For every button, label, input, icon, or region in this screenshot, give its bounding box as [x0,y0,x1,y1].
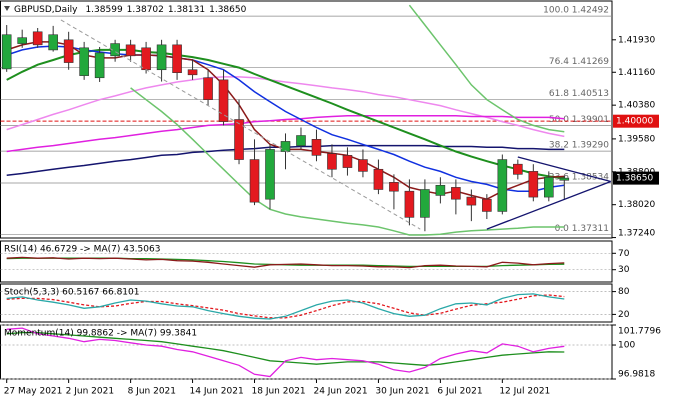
y-tick-label: 1.40380 [618,101,655,111]
candle-body [156,44,167,71]
candle-body [451,187,461,200]
panel-frame [0,283,613,323]
candle-body [435,184,446,196]
moving-average-line [408,4,565,133]
moving-average-line [130,87,565,236]
candle-body [497,159,508,212]
candle-body [94,52,105,79]
chart-title: GBPUSD,Daily [14,5,78,15]
level-label-box [613,114,659,128]
candle-body [79,47,89,76]
fib-level-label: 23.6 1.38534 [549,173,609,183]
current-price-box [613,171,659,185]
candle-body [63,39,74,63]
candle-body [110,43,120,57]
y-tick-label: 30 [618,265,630,275]
fib-level-label: 76.4 1.41269 [549,57,609,67]
y-tick-label: 1.41160 [618,68,655,78]
indicator-line [6,293,565,320]
trendline [60,19,421,230]
candle-body [466,196,477,206]
panel-frame [0,240,613,283]
ohlc-value: 1.38131 [168,5,205,15]
indicator-line [6,294,565,319]
candle-body [389,182,399,192]
indicator-line [6,256,565,269]
candle-body [141,47,151,71]
indicator-line [6,331,565,366]
y-tick-label: 1.41930 [618,35,655,45]
ohlc-value: 1.38650 [209,5,246,15]
candle-body [559,177,570,181]
indicator-title: RSI(14) 46.6729 -> MA(7) 43.5063 [4,245,160,255]
moving-average-line [6,76,565,138]
candle-body [420,189,430,218]
trendline [486,180,611,230]
x-tick-label: 30 Jun 2021 [375,387,429,397]
candle-body [358,159,368,172]
panel-frame [0,0,613,239]
ohlc-value: 1.38599 [85,5,122,15]
candle-body [327,153,337,170]
candle-body [1,34,12,70]
fib-level-label: 61.8 1.40513 [549,89,609,99]
x-tick-label: 2 Jun 2021 [66,387,114,397]
fib-level-label: 38.2 1.39290 [549,141,609,151]
candle-body [482,198,492,212]
candle-body [265,149,275,200]
x-tick-label: 24 Jun 2021 [313,387,367,397]
fib-level-label: 0.0 1.37311 [555,224,609,234]
y-tick-label: 1.37240 [618,229,655,239]
candle-body [373,168,384,190]
candle-body [172,44,182,73]
y-tick-label: 20 [618,310,630,320]
candle-body [203,77,213,100]
trendline [517,156,611,183]
candle-body [528,171,539,198]
chart-header: GBPUSD,Daily 1.38599 1.38702 1.38131 1.38650 [14,5,247,15]
candle-body [249,159,260,203]
y-tick-label: 1.38020 [618,200,655,210]
candle-body [280,141,291,152]
y-tick-label: 80 [618,287,630,297]
x-tick-label: 27 May 2021 [4,387,63,397]
x-tick-label: 6 Jul 2021 [437,387,482,397]
x-tick-label: 8 Jun 2021 [128,387,176,397]
candle-body [187,69,198,76]
candle-body [17,37,27,44]
x-tick-label: 18 Jun 2021 [252,387,306,397]
y-tick-label: 1.39580 [618,134,655,144]
candle-body [125,44,136,57]
candle-body [311,139,322,156]
candle-body [234,119,244,160]
candle-body [32,31,43,46]
level-label: 1.40000 [616,117,653,127]
y-tick-label: 96.9818 [618,370,655,380]
ohlc-value: 1.38702 [127,5,164,15]
indicator-title: Momentum(14) 99.8862 -> MA(7) 99.3841 [4,329,197,339]
moving-average-line [6,114,565,153]
candle-body [544,176,554,198]
y-tick-label: 101.7796 [618,327,661,337]
x-tick-label: 12 Jul 2021 [499,387,550,397]
current-price-label: 1.38650 [616,174,653,184]
candle-body [404,190,415,218]
y-tick-label: 70 [618,249,630,259]
candle-body [296,135,306,146]
indicator-title: Stoch(5,3,3) 60.5167 66.8101 [4,288,139,298]
indicator-line [6,327,565,378]
candle-body [513,163,523,175]
symbol-icon [4,6,10,11]
candle-body [48,34,58,51]
candle-body [342,155,353,168]
fib-level-label: 50.0 1.39901 [549,115,609,125]
x-tick-label: 14 Jun 2021 [190,387,244,397]
fib-level-label: 100.0 1.42492 [543,6,609,16]
candle-body [218,79,229,122]
y-tick-label: 100 [618,341,635,351]
